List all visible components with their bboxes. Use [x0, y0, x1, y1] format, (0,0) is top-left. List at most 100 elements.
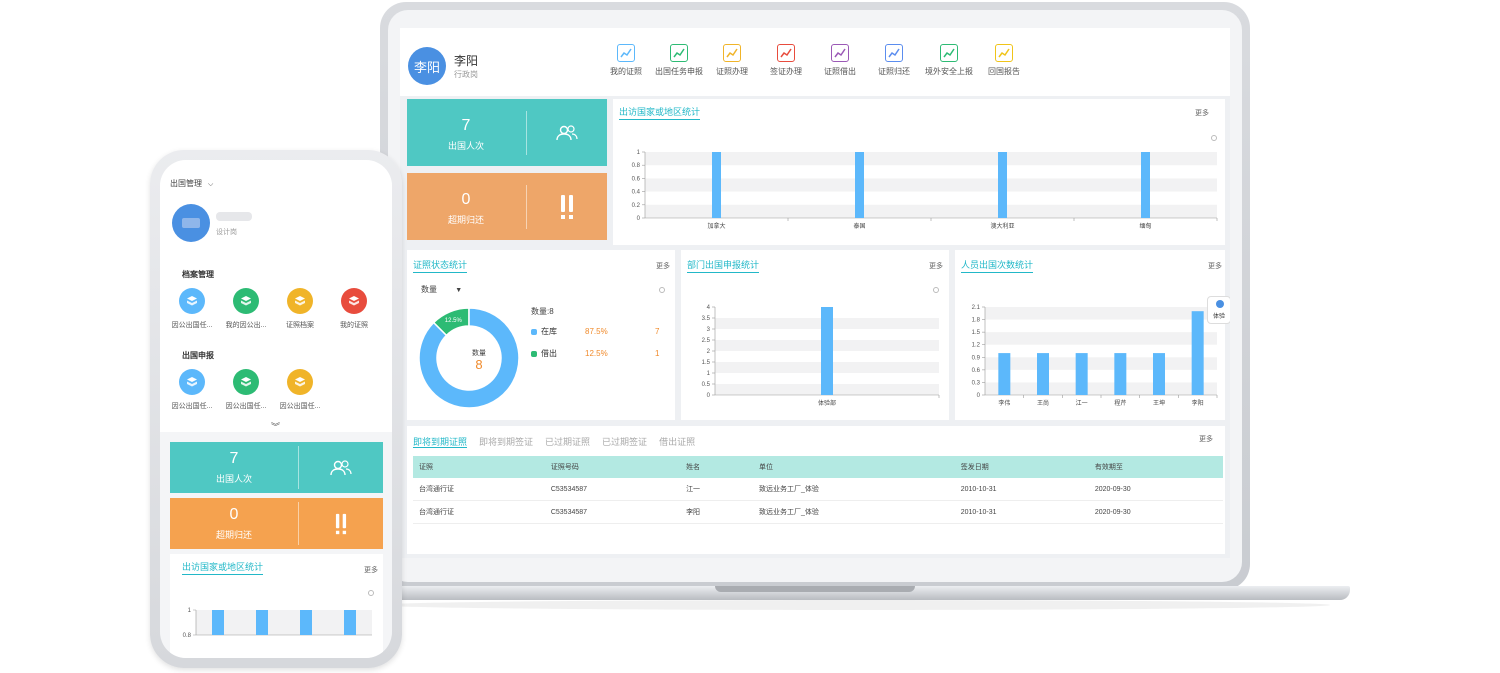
nav-item[interactable]: 证照借出	[810, 44, 870, 77]
nav-item[interactable]: 我的证照	[596, 44, 656, 77]
more-link[interactable]: 更多	[929, 263, 943, 270]
table-cell: 江一	[680, 478, 753, 501]
tab-0[interactable]: 即将到期证照	[413, 437, 468, 448]
slice-label: 12.5%	[445, 318, 463, 324]
y-tick-label: 2.1	[972, 305, 981, 311]
tab-4[interactable]: 借出证照	[659, 437, 696, 447]
stat-card-trips[interactable]: 7 出国人次	[407, 99, 607, 166]
table-cell: 李阳	[680, 500, 753, 524]
bar	[1075, 353, 1088, 395]
table-header-cell[interactable]: 签发日期	[954, 456, 1089, 478]
legend-swatch	[531, 328, 537, 335]
more-link[interactable]: 更多	[1199, 436, 1213, 443]
expand-icon[interactable]: ︾	[271, 422, 281, 432]
grid-label: 因公出国任...	[171, 403, 213, 410]
laptop-shadow	[380, 600, 1330, 610]
avatar[interactable]: 李阳	[408, 47, 446, 85]
nav-item[interactable]: 证照办理	[702, 44, 762, 77]
table-row[interactable]: 台湾通行证 C53534587 李阳 致远业务工厂_体验 2010-10-31 2020-…	[413, 500, 1223, 524]
grid-item[interactable]: 我的证照	[326, 288, 382, 330]
grid-band	[196, 610, 372, 635]
panel-title: 出访国家或地区统计	[182, 560, 264, 575]
table-header-cell[interactable]: 证照号码	[544, 456, 681, 478]
table-header-cell[interactable]: 有效期至	[1088, 456, 1223, 478]
blurred-user-name	[216, 212, 252, 221]
nav-item[interactable]: 回国报告	[974, 44, 1034, 77]
x-tick-label: 澳大利亚	[990, 222, 1014, 230]
grid-item[interactable]: 证照档案	[272, 288, 328, 330]
grid-item[interactable]: 因公出国任...	[164, 369, 220, 411]
table-header-cell[interactable]: 姓名	[680, 456, 753, 478]
y-tick-label: 0.6	[632, 176, 641, 182]
phone-country-bar-chart: 0.81	[183, 608, 372, 639]
grid-item[interactable]: 因公出国任...	[218, 369, 274, 411]
donut-center-value: 8	[475, 357, 483, 372]
nav-item[interactable]: 签证办理	[756, 44, 816, 77]
expiring-license-panel: 即将到期证照 即将到期签证 已过期证照 已过期签证 借出证照 更多 证照 证照号码 姓名 单位…	[407, 426, 1225, 554]
dashboard-header: 李阳 李阳 行政岗 我的证照 出国任务申报 证照办理 签证办理 证照借出 证照归还 境外安全…	[400, 28, 1230, 96]
user-name: 李阳	[454, 54, 479, 68]
y-tick-label: 1.2	[972, 343, 981, 349]
donut-center-label: 数量	[472, 350, 486, 357]
section-title: 出国申报	[182, 351, 214, 360]
info-icon	[659, 287, 665, 293]
y-tick-label: 3.5	[702, 316, 711, 322]
dept-stat-panel: 部门出国申报统计 更多 0 0.5 1 1.5 2 2.5 3 3.5 4 体验部	[681, 250, 949, 420]
grid-item[interactable]: 因公出国任...	[272, 369, 328, 411]
nav-item[interactable]: 境外安全上报	[919, 44, 979, 77]
info-icon	[1211, 135, 1217, 141]
legend-swatch	[531, 350, 537, 357]
nav-item[interactable]: 证照归还	[864, 44, 924, 77]
more-link[interactable]: 更多	[656, 263, 670, 270]
y-tick-label: 0.3	[972, 380, 981, 386]
person-stat-panel: 人员出国次数统计 更多 0 0.3 0.6 0.9 1.2 1.5 1.8 2.1 李伟 王尚 江一…	[955, 250, 1230, 420]
y-tick-label: 1.5	[972, 330, 981, 336]
phone-stat-trips[interactable]: 7 出国人次	[170, 442, 383, 493]
more-link[interactable]: 更多	[1195, 110, 1209, 117]
table-header-cell[interactable]: 证照	[413, 456, 545, 478]
avatar[interactable]	[172, 204, 210, 242]
experience-float-button[interactable]: 体验	[1207, 296, 1230, 324]
country-stat-panel: 出访国家或地区统计 更多 0 0.2 0.4 0.6 0.8 1 加拿大 泰国 澳大利亚 缅甸	[613, 99, 1225, 245]
more-link[interactable]: 更多	[364, 567, 378, 574]
phone-module-menu[interactable]: 出国管理 ⌵	[170, 179, 214, 188]
tab-3[interactable]: 已过期签证	[602, 437, 648, 447]
metric-dropdown[interactable]: 数量 ▼	[421, 285, 463, 294]
stat-card-overdue[interactable]: 0 超期归还	[407, 173, 607, 240]
table-row[interactable]: 台湾通行证 C53534587 江一 致远业务工厂_体验 2010-10-31 2020-…	[413, 478, 1223, 501]
x-tick-label: 江一	[1076, 400, 1088, 407]
legend-percent: 12.5%	[585, 349, 608, 358]
caret-down-icon: ▼	[455, 287, 463, 294]
grid-band	[645, 204, 1217, 218]
y-tick-label: 3	[707, 327, 711, 333]
cube-icon	[179, 288, 205, 314]
tab-1[interactable]: 即将到期签证	[479, 437, 534, 447]
table-header-cell[interactable]: 单位	[753, 456, 955, 478]
info-icon	[933, 287, 939, 293]
nav-item[interactable]: 出国任务申报	[649, 44, 709, 77]
y-tick-label: 1	[637, 150, 641, 156]
license-donut-chart: 12.5% 87.5%	[418, 307, 520, 410]
laptop-notch	[715, 586, 915, 592]
phone-stat-overdue[interactable]: 0 超期归还	[170, 498, 383, 549]
table-cell: 台湾通行证	[413, 500, 545, 524]
x-tick-label: 王尚	[1037, 399, 1049, 407]
more-link[interactable]: 更多	[1208, 263, 1222, 270]
grid-item[interactable]: 我的因公出...	[218, 288, 274, 330]
tab-2[interactable]: 已过期证照	[545, 437, 591, 447]
tab-bar: 即将到期证照 即将到期签证 已过期证照 已过期签证 借出证照	[413, 432, 707, 450]
bar	[1141, 152, 1150, 218]
y-tick-label: 0	[637, 216, 641, 222]
grid-item[interactable]: 因公出国任...	[164, 288, 220, 330]
stat-label: 出国人次	[215, 474, 252, 484]
bar	[344, 610, 356, 635]
bar	[821, 307, 833, 395]
legend-name: 在库	[541, 327, 557, 336]
stat-label: 超期归还	[447, 215, 484, 225]
grid-label: 因公出国任...	[225, 403, 267, 410]
nav-label: 证照借出	[824, 67, 856, 76]
divider	[526, 185, 527, 229]
cube-icon	[287, 288, 313, 314]
stat-label: 出国人次	[447, 141, 484, 151]
bar	[998, 353, 1011, 395]
